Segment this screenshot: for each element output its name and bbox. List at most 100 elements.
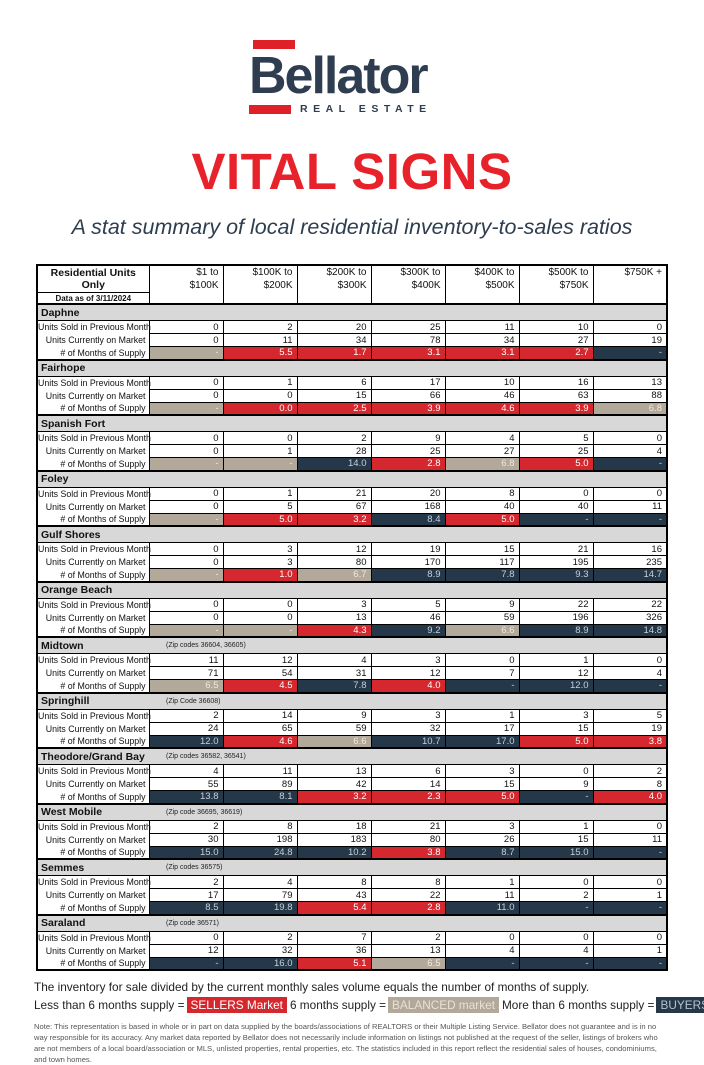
value-cell: 9 — [444, 597, 520, 612]
value-cell: 13 — [296, 764, 372, 778]
value-cell: 8 — [296, 875, 372, 889]
value-cell: 22 — [592, 597, 668, 612]
row-label: Units Currently on Market — [37, 555, 150, 569]
region-header-row: Foley — [37, 469, 667, 488]
value-cell: 24 — [148, 721, 224, 736]
logo-tagline: REAL ESTATE — [300, 103, 432, 115]
supply-cell-buyers: - — [592, 845, 668, 860]
months-supply-row: # of Months of Supply 8.5 19.8 5.4 2.8 11.0- - — [37, 901, 668, 915]
value-cell: 34 — [444, 333, 520, 347]
units-on-market-row: Units Currently on Market 0 1 28 25 27 25 4 — [37, 444, 668, 458]
supply-cell-buyers: 14.8 — [592, 623, 668, 638]
row-label: Units Currently on Market — [37, 500, 150, 513]
units-sold-row: Units Sold in Previous Month 2 4 8 8 1 0 0 — [37, 875, 668, 889]
row-label: # of Months of Supply — [37, 513, 150, 526]
price-range-line2: $500K — [485, 280, 515, 291]
value-cell: 0 — [148, 388, 224, 403]
supply-cell-buyers: 8.4 — [370, 512, 446, 527]
value-cell: 4 — [296, 653, 372, 667]
value-cell: 15 — [444, 542, 520, 556]
price-range-line2: $100K — [189, 280, 219, 291]
value-cell: 168 — [370, 499, 446, 514]
value-cell: 40 — [518, 499, 594, 514]
value-cell: 0 — [148, 499, 224, 514]
supply-cell-buyers: - — [592, 457, 668, 471]
region-header-row: Springhill (Zip Code 36608) — [37, 691, 667, 710]
supply-cell-buyers: - — [518, 512, 594, 527]
supply-cell-balanced: 6.5 — [148, 679, 224, 693]
price-range-line1: $500K to — [548, 267, 589, 278]
region-header-content: Daphne — [38, 305, 666, 320]
legend-chip-sellers: SELLERS Market — [186, 997, 287, 1013]
value-cell: 80 — [296, 555, 372, 569]
page-title: VITAL SIGNS — [191, 143, 513, 200]
region-name: Orange Beach — [41, 584, 113, 596]
value-cell: 0 — [148, 431, 224, 445]
price-column-header: $500K to $750K — [518, 264, 594, 305]
supply-cell-sellers: 1.7 — [296, 346, 372, 360]
value-cell: 0 — [148, 555, 224, 569]
units-sold-row: Units Sold in Previous Month 0 2 7 2 0 0 0 — [37, 930, 668, 945]
value-cell: 63 — [518, 388, 594, 403]
value-cell: 2 — [370, 930, 446, 945]
supply-cell-buyers: 9.3 — [518, 568, 594, 582]
region-header-content: Foley — [38, 472, 666, 487]
row-label: Units Currently on Market — [37, 722, 150, 735]
value-cell: 40 — [444, 499, 520, 514]
value-cell: 4 — [222, 875, 298, 889]
units-sold-row: Units Sold in Previous Month 2 14 9 3 1 3 5 — [37, 708, 668, 723]
value-cell: 8 — [444, 486, 520, 501]
region-header-cell: Daphne — [37, 303, 667, 321]
region-name: Foley — [41, 473, 69, 485]
value-cell: 55 — [148, 777, 224, 791]
supply-cell-buyers: 19.8 — [222, 901, 298, 915]
supply-cell-buyers: 13.8 — [148, 790, 224, 804]
region-header-content: Fairhope — [38, 361, 666, 376]
supply-cell-sellers: 2.8 — [370, 457, 446, 471]
units-on-market-row: Units Currently on Market 0 11 34 78 34 27 19 — [37, 333, 668, 347]
table-header-row: Residential Units Only Data as of 3/11/2… — [36, 264, 668, 305]
supply-cell-balanced: - — [148, 401, 224, 416]
value-cell: 4 — [592, 666, 668, 680]
value-cell: 46 — [444, 388, 520, 403]
value-cell: 12 — [370, 666, 446, 680]
value-cell: 5 — [370, 597, 446, 612]
value-cell: 25 — [370, 320, 446, 334]
region-header-row: Theodore/Grand Bay (Zip codes 36582, 3654… — [37, 747, 667, 765]
region-header-cell: Fairhope — [37, 358, 667, 377]
value-cell: 0 — [444, 930, 520, 945]
market-legend: Less than 6 months supply = SELLERS Marke… — [34, 997, 704, 1013]
legend-prefix: Less than 6 months supply = — [34, 998, 185, 1012]
value-cell: 31 — [296, 666, 372, 680]
supply-formula-text: The inventory for sale divided by the cu… — [34, 980, 590, 994]
value-cell: 32 — [370, 721, 446, 736]
value-cell: 12 — [148, 943, 224, 958]
value-cell: 0 — [148, 610, 224, 625]
price-range-line1: $100K to — [252, 267, 293, 278]
value-cell: 195 — [518, 555, 594, 569]
units-on-market-row: Units Currently on Market 71 54 31 12 7 12 4 — [37, 666, 668, 680]
row-label: Units Sold in Previous Month — [37, 542, 151, 556]
value-cell: 11 — [592, 499, 668, 514]
value-cell: 0 — [592, 930, 668, 945]
value-cell: 0 — [444, 653, 520, 667]
row-label: Units Sold in Previous Month — [37, 487, 151, 500]
value-cell: 235 — [592, 555, 668, 569]
months-supply-row: # of Months of Supply - -4.3 9.2 6.6 8.9 14.8 — [37, 623, 668, 638]
value-cell: 0 — [148, 542, 224, 556]
region-header-content: Spanish Fort — [38, 416, 666, 431]
region-header-row: Gulf Shores — [37, 525, 667, 543]
units-on-market-row: Units Currently on Market 55 89 42 14 15 9 8 — [37, 777, 668, 791]
value-cell: 22 — [370, 888, 446, 902]
value-cell: 8 — [370, 875, 446, 889]
supply-cell-sellers: 5.5 — [222, 346, 298, 360]
value-cell: 4 — [592, 444, 668, 458]
price-range-line2: $200K — [263, 280, 293, 291]
row-label: # of Months of Supply — [37, 957, 150, 970]
supply-cell-buyers: - — [444, 956, 520, 971]
region-name: Gulf Shores — [41, 528, 101, 541]
value-cell: 170 — [370, 555, 446, 569]
supply-cell-buyers: 15.0 — [518, 845, 594, 860]
supply-cell-buyers: - — [592, 512, 668, 527]
supply-cell-buyers: 8.9 — [518, 623, 594, 638]
